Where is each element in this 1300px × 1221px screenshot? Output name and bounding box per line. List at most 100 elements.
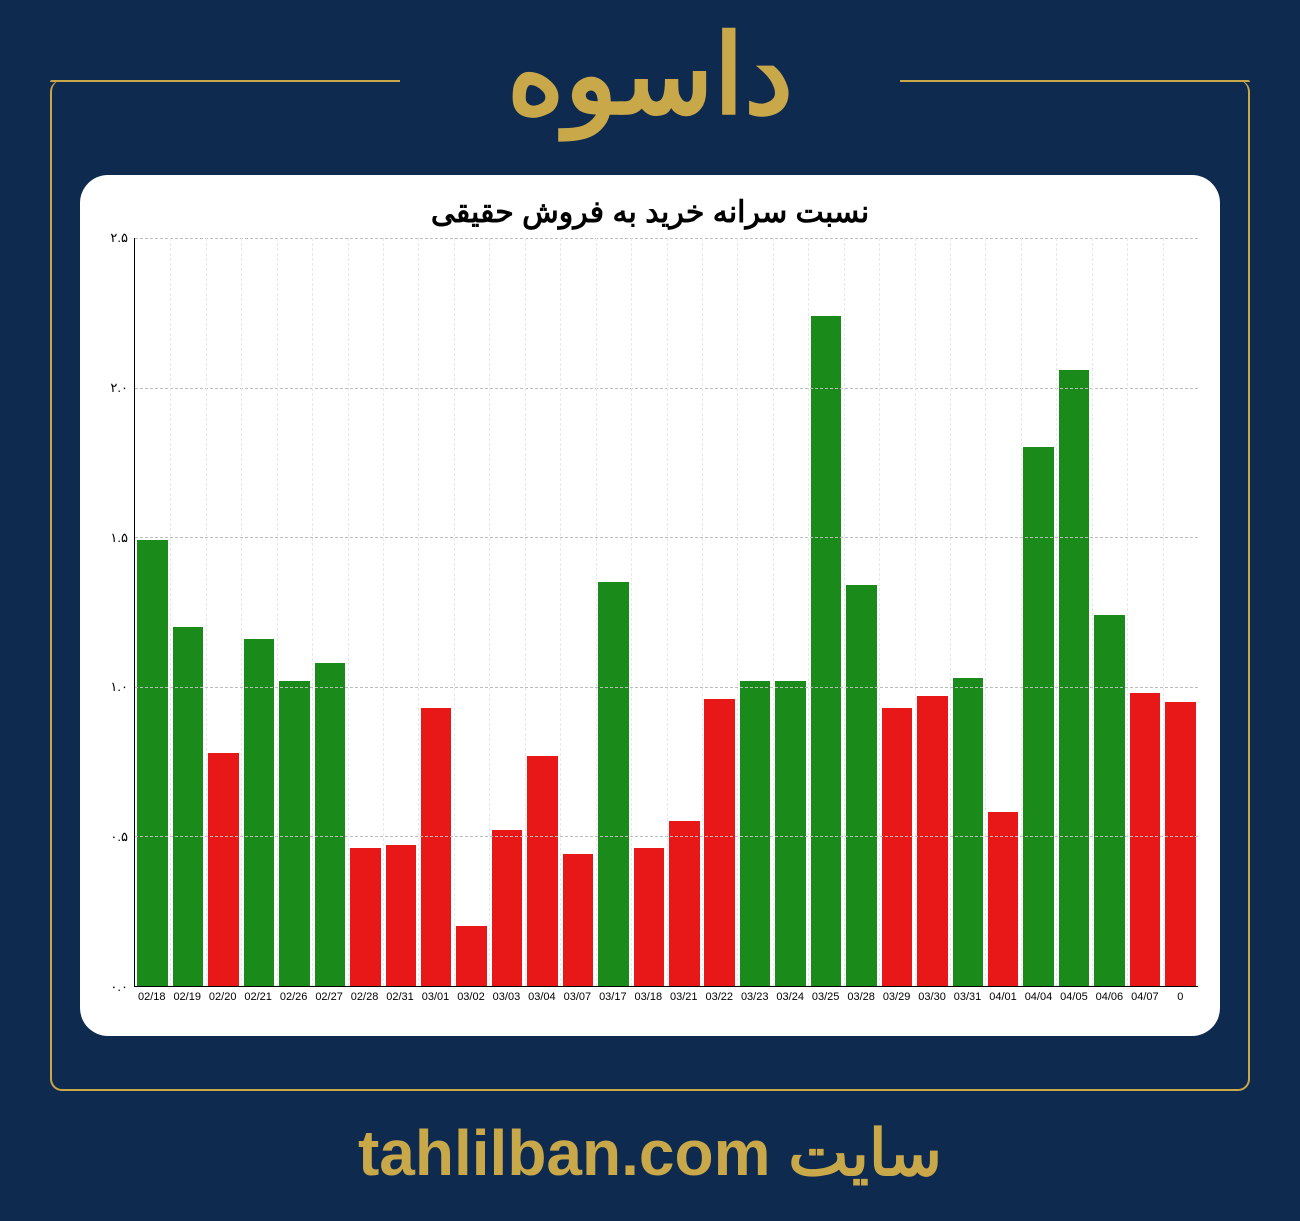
x-tick-label: 02/21 xyxy=(240,987,275,1011)
x-tick-label: 04/07 xyxy=(1127,987,1162,1011)
bar xyxy=(1094,615,1124,986)
bar-slot xyxy=(844,238,879,986)
vertical-grid-line xyxy=(1092,238,1093,986)
y-tick-label: ۲.۵ xyxy=(110,230,128,246)
vertical-grid-line xyxy=(879,238,880,986)
x-tick-label: 03/29 xyxy=(879,987,914,1011)
vertical-grid-line xyxy=(560,238,561,986)
footer-prefix: سایت xyxy=(788,1117,942,1189)
x-tick-label: 03/04 xyxy=(524,987,559,1011)
bar xyxy=(137,540,167,986)
vertical-grid-line xyxy=(241,238,242,986)
vertical-grid-line xyxy=(631,238,632,986)
vertical-grid-line xyxy=(383,238,384,986)
x-tick-label: 04/06 xyxy=(1092,987,1127,1011)
bar xyxy=(775,681,805,986)
x-tick-label: 03/21 xyxy=(666,987,701,1011)
x-tick-label: 03/03 xyxy=(489,987,524,1011)
x-tick-label: 03/07 xyxy=(560,987,595,1011)
bar-slot xyxy=(667,238,702,986)
x-tick-label: 03/30 xyxy=(914,987,949,1011)
bar xyxy=(598,582,628,986)
bar-slot xyxy=(170,238,205,986)
chart-title: نسبت سرانه خرید به فروش حقیقی xyxy=(98,195,1202,230)
y-tick-label: ۲.۰ xyxy=(110,380,128,396)
vertical-grid-line xyxy=(915,238,916,986)
vertical-grid-line xyxy=(808,238,809,986)
bar-slot xyxy=(950,238,985,986)
bar xyxy=(1023,447,1053,986)
vertical-grid-line xyxy=(489,238,490,986)
x-tick-label: 04/05 xyxy=(1056,987,1091,1011)
vertical-grid-line xyxy=(667,238,668,986)
bar-slot xyxy=(737,238,772,986)
x-tick-label: 02/31 xyxy=(382,987,417,1011)
bar-slot xyxy=(489,238,524,986)
bar xyxy=(704,699,734,986)
vertical-grid-line xyxy=(1056,238,1057,986)
bar xyxy=(811,316,841,986)
vertical-grid-line xyxy=(737,238,738,986)
bar xyxy=(492,830,522,986)
page-title: داسوه xyxy=(0,10,1300,142)
vertical-grid-line xyxy=(418,238,419,986)
x-tick-label: 0 xyxy=(1163,987,1198,1011)
bar-slot xyxy=(1056,238,1091,986)
bar-slot xyxy=(1127,238,1162,986)
vertical-grid-line xyxy=(985,238,986,986)
bar xyxy=(634,848,664,986)
bar-slot xyxy=(773,238,808,986)
vertical-grid-line xyxy=(1127,238,1128,986)
bar xyxy=(917,696,947,986)
bar-slot xyxy=(986,238,1021,986)
y-tick-label: ۰.۰ xyxy=(110,979,128,995)
vertical-grid-line xyxy=(348,238,349,986)
bar xyxy=(1130,693,1160,986)
vertical-grid-line xyxy=(596,238,597,986)
footer: سایت tahlilban.com xyxy=(0,1116,1300,1191)
bar-slot xyxy=(596,238,631,986)
x-tick-label: 03/01 xyxy=(418,987,453,1011)
bar xyxy=(988,812,1018,986)
x-tick-label: 03/24 xyxy=(772,987,807,1011)
bar xyxy=(882,708,912,986)
bar-slot xyxy=(631,238,666,986)
bar-slot xyxy=(915,238,950,986)
x-tick-label: 02/18 xyxy=(134,987,169,1011)
x-tick-label: 02/27 xyxy=(311,987,346,1011)
bar xyxy=(846,585,876,986)
bar-slot xyxy=(560,238,595,986)
footer-domain: tahlilban.com xyxy=(358,1117,771,1189)
bar xyxy=(740,681,770,986)
bar xyxy=(421,708,451,986)
vertical-grid-line xyxy=(773,238,774,986)
vertical-grid-line xyxy=(702,238,703,986)
x-tick-label: 03/22 xyxy=(702,987,737,1011)
bar xyxy=(1165,702,1195,986)
vertical-grid-line xyxy=(1021,238,1022,986)
bar-slot xyxy=(879,238,914,986)
bar-slot xyxy=(454,238,489,986)
vertical-grid-line xyxy=(170,238,171,986)
bar xyxy=(669,821,699,986)
bar xyxy=(173,627,203,986)
bar-slot xyxy=(241,238,276,986)
x-tick-label: 03/31 xyxy=(950,987,985,1011)
vertical-grid-line xyxy=(844,238,845,986)
x-tick-label: 03/18 xyxy=(631,987,666,1011)
x-tick-label: 02/28 xyxy=(347,987,382,1011)
vertical-grid-line xyxy=(950,238,951,986)
bar xyxy=(527,756,557,986)
bar xyxy=(244,639,274,986)
bar xyxy=(1059,370,1089,986)
bar-slot xyxy=(808,238,843,986)
x-tick-label: 03/17 xyxy=(595,987,630,1011)
grid-area xyxy=(134,238,1198,987)
vertical-grid-line xyxy=(312,238,313,986)
vertical-grid-line xyxy=(206,238,207,986)
bar xyxy=(315,663,345,986)
chart-plot-area: ۰.۰۰.۵۱.۰۱.۵۲.۰۲.۵ 02/1802/1902/2002/210… xyxy=(98,238,1202,1011)
x-tick-label: 02/19 xyxy=(169,987,204,1011)
x-axis-labels: 02/1802/1902/2002/2102/2602/2702/2802/31… xyxy=(134,987,1198,1011)
vertical-grid-line xyxy=(1163,238,1164,986)
